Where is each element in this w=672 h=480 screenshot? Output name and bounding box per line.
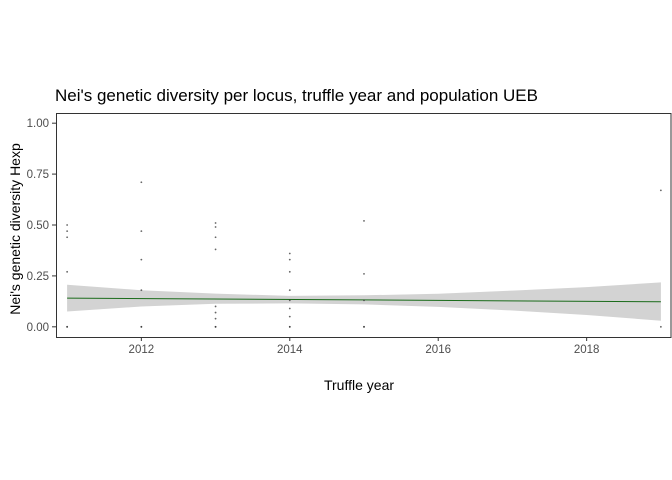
data-point — [214, 248, 217, 251]
data-point — [288, 315, 291, 318]
data-point — [140, 289, 143, 292]
data-point — [659, 189, 662, 192]
data-point — [363, 220, 365, 222]
y-axis: 0.00 0.25 0.50 0.75 1.00 — [27, 118, 56, 334]
data-point — [214, 236, 217, 239]
data-point — [288, 258, 291, 261]
x-axis-title: Truffle year — [324, 377, 394, 393]
chart-title: Nei's genetic diversity per locus, truff… — [55, 86, 538, 105]
data-point — [214, 325, 217, 328]
data-point — [288, 289, 291, 292]
data-point — [214, 222, 217, 224]
data-point — [140, 325, 143, 328]
points-layer — [66, 181, 662, 328]
data-point — [288, 299, 291, 302]
data-point — [214, 311, 217, 314]
data-point — [66, 270, 69, 273]
y-axis-title: Nei's genetic diversity Hexp — [7, 143, 23, 315]
data-point — [140, 181, 143, 184]
data-point — [288, 307, 291, 310]
plot-frame — [56, 113, 672, 338]
data-point — [659, 325, 662, 328]
data-point — [66, 325, 69, 328]
x-tick-label: 2012 — [129, 344, 155, 356]
data-point — [66, 224, 69, 226]
x-tick-label: 2016 — [425, 344, 451, 356]
data-point — [363, 272, 365, 275]
y-tick-label: 0.50 — [27, 220, 49, 232]
y-tick-label: 0.25 — [27, 271, 49, 283]
data-point — [363, 325, 365, 328]
confidence-band — [67, 282, 661, 321]
data-point — [363, 299, 365, 302]
data-point — [214, 305, 217, 308]
confidence-band-layer — [67, 282, 661, 321]
plot-area — [56, 113, 672, 338]
x-tick-label: 2018 — [574, 344, 600, 356]
data-point — [288, 325, 291, 328]
x-tick-label: 2014 — [277, 344, 303, 356]
data-point — [140, 258, 143, 261]
data-point — [66, 236, 69, 239]
data-point — [288, 270, 291, 273]
data-point — [140, 230, 143, 233]
y-tick-label: 0.00 — [27, 322, 49, 334]
data-point — [66, 230, 69, 233]
y-tick-label: 1.00 — [27, 118, 49, 130]
y-tick-label: 0.75 — [27, 169, 49, 181]
data-point — [214, 317, 217, 320]
data-point — [288, 252, 291, 255]
data-point — [214, 226, 217, 228]
x-axis: 2012 2014 2016 2018 — [129, 337, 600, 356]
